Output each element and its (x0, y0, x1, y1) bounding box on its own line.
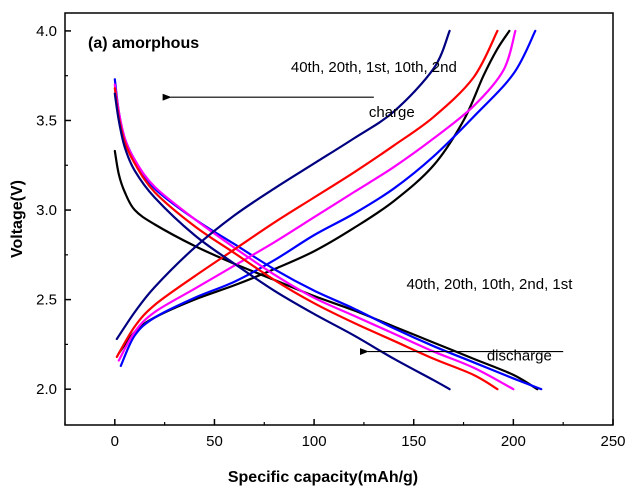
y-axis-title: Voltage(V) (9, 180, 26, 258)
discharge-curve-40th (113, 92, 451, 391)
x-tick-label: 50 (206, 433, 223, 450)
charge-curve-10th (117, 29, 517, 362)
discharge-curve-20th (113, 87, 499, 391)
plot-frame (64, 12, 614, 426)
x-tick-label: 0 (111, 433, 119, 450)
y-tick-label: 3.0 (36, 202, 57, 219)
y-tick-label: 4.0 (36, 23, 57, 40)
y-tick-label: 2.5 (36, 292, 57, 309)
x-tick-label: 150 (401, 433, 426, 450)
x-axis-title: Specific capacity(mAh/g) (228, 469, 418, 486)
annotation-label: 40th, 20th, 1st, 10th, 2nd (291, 59, 457, 76)
tick-layer: 0 50 100 150 200 250 2.0 2.5 3.0 3.5 4.0 (36, 23, 625, 450)
charge-curve-20th (115, 29, 499, 359)
y-tick-label: 3.5 (36, 112, 57, 129)
curve-layer (113, 29, 543, 391)
discharge-curve-1st (113, 149, 539, 391)
x-tick-label: 250 (600, 433, 625, 450)
charge-curve-2nd (119, 29, 537, 367)
annotation-label: 40th, 20th, 10th, 2nd, 1st (406, 276, 573, 293)
charge-curve-40th (115, 29, 451, 341)
x-tick-label: 200 (501, 433, 526, 450)
annotation-layer: 40th, 20th, 1st, 10th, 2nd charge 40th, 20… (162, 59, 573, 365)
discharge-curve-10th (113, 83, 515, 391)
y-tick-label: 2.0 (36, 381, 57, 398)
annotation-label: discharge (487, 348, 552, 365)
annotation-label: charge (369, 104, 415, 121)
chart-title: (a) amorphous (88, 35, 199, 52)
x-tick-label: 100 (302, 433, 327, 450)
discharge-curve-2nd (113, 78, 543, 391)
